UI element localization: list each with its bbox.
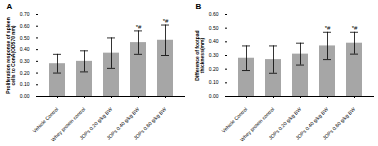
- svg-text:0.40: 0.40: [209, 38, 219, 44]
- svg-text:0.10: 0.10: [20, 81, 30, 87]
- svg-text:0.40: 0.40: [20, 46, 30, 52]
- svg-text:Proliferation response of sple: Proliferation response of spleencells to…: [5, 17, 17, 93]
- svg-text:Whey protein control: Whey protein control: [49, 105, 87, 143]
- svg-text:Whey protein control: Whey protein control: [238, 105, 276, 143]
- svg-text:*#: *#: [136, 24, 142, 30]
- svg-text:JOPs 0.40 g/kg BW: JOPs 0.40 g/kg BW: [105, 105, 141, 141]
- svg-text:0.10: 0.10: [209, 79, 219, 85]
- svg-text:*#: *#: [352, 25, 358, 31]
- svg-text:B: B: [196, 2, 202, 11]
- svg-text:0.70: 0.70: [20, 11, 30, 17]
- svg-text:A: A: [7, 2, 13, 11]
- svg-text:*#: *#: [163, 18, 169, 24]
- svg-text:JOPs 0.20 g/kg BW: JOPs 0.20 g/kg BW: [267, 105, 303, 141]
- svg-text:0.20: 0.20: [209, 66, 219, 72]
- svg-text:0.30: 0.30: [209, 52, 219, 58]
- svg-text:Difference of footpadthickness: Difference of footpadthickness(mm): [194, 30, 206, 80]
- svg-text:0.60: 0.60: [20, 23, 30, 29]
- svg-text:0.00: 0.00: [209, 93, 219, 99]
- svg-text:JOPs 0.40 g/kg BW: JOPs 0.40 g/kg BW: [294, 105, 330, 141]
- svg-text:JOPs 0.80 g/kg BW: JOPs 0.80 g/kg BW: [132, 106, 167, 141]
- svg-text:0.20: 0.20: [20, 70, 30, 76]
- svg-text:Vehicle Control: Vehicle Control: [31, 106, 59, 134]
- svg-text:JOPs 0.80 g/kg BW: JOPs 0.80 g/kg BW: [321, 106, 356, 141]
- svg-text:0.60: 0.60: [209, 11, 219, 17]
- svg-text:0.00: 0.00: [20, 93, 30, 99]
- svg-text:Vehicle Control: Vehicle Control: [220, 106, 248, 134]
- svg-text:0.50: 0.50: [209, 25, 219, 31]
- svg-text:0.30: 0.30: [20, 58, 30, 64]
- svg-text:*#: *#: [325, 25, 331, 31]
- svg-text:JOPs 0.20 g/kg BW: JOPs 0.20 g/kg BW: [78, 105, 114, 141]
- svg-text:0.50: 0.50: [20, 35, 30, 41]
